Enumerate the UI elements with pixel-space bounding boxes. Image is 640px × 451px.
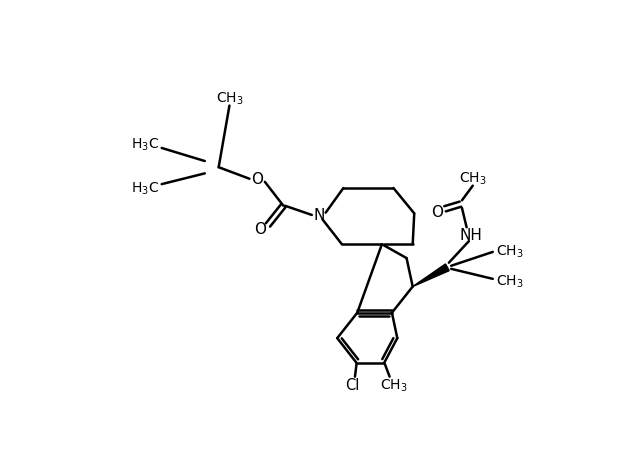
Text: N: N: [313, 208, 324, 223]
Text: CH$_3$: CH$_3$: [496, 272, 524, 289]
Text: CH$_3$: CH$_3$: [459, 170, 486, 187]
Text: O: O: [251, 172, 263, 187]
Text: Cl: Cl: [346, 377, 360, 392]
Text: O: O: [431, 204, 444, 219]
Polygon shape: [413, 264, 449, 287]
Text: CH$_3$: CH$_3$: [216, 91, 243, 107]
Text: NH: NH: [459, 227, 482, 242]
Text: CH$_3$: CH$_3$: [380, 376, 407, 393]
Text: CH$_3$: CH$_3$: [496, 243, 524, 259]
Text: O: O: [254, 222, 266, 237]
Text: H$_3$C: H$_3$C: [131, 137, 159, 153]
Text: H$_3$C: H$_3$C: [131, 180, 159, 197]
